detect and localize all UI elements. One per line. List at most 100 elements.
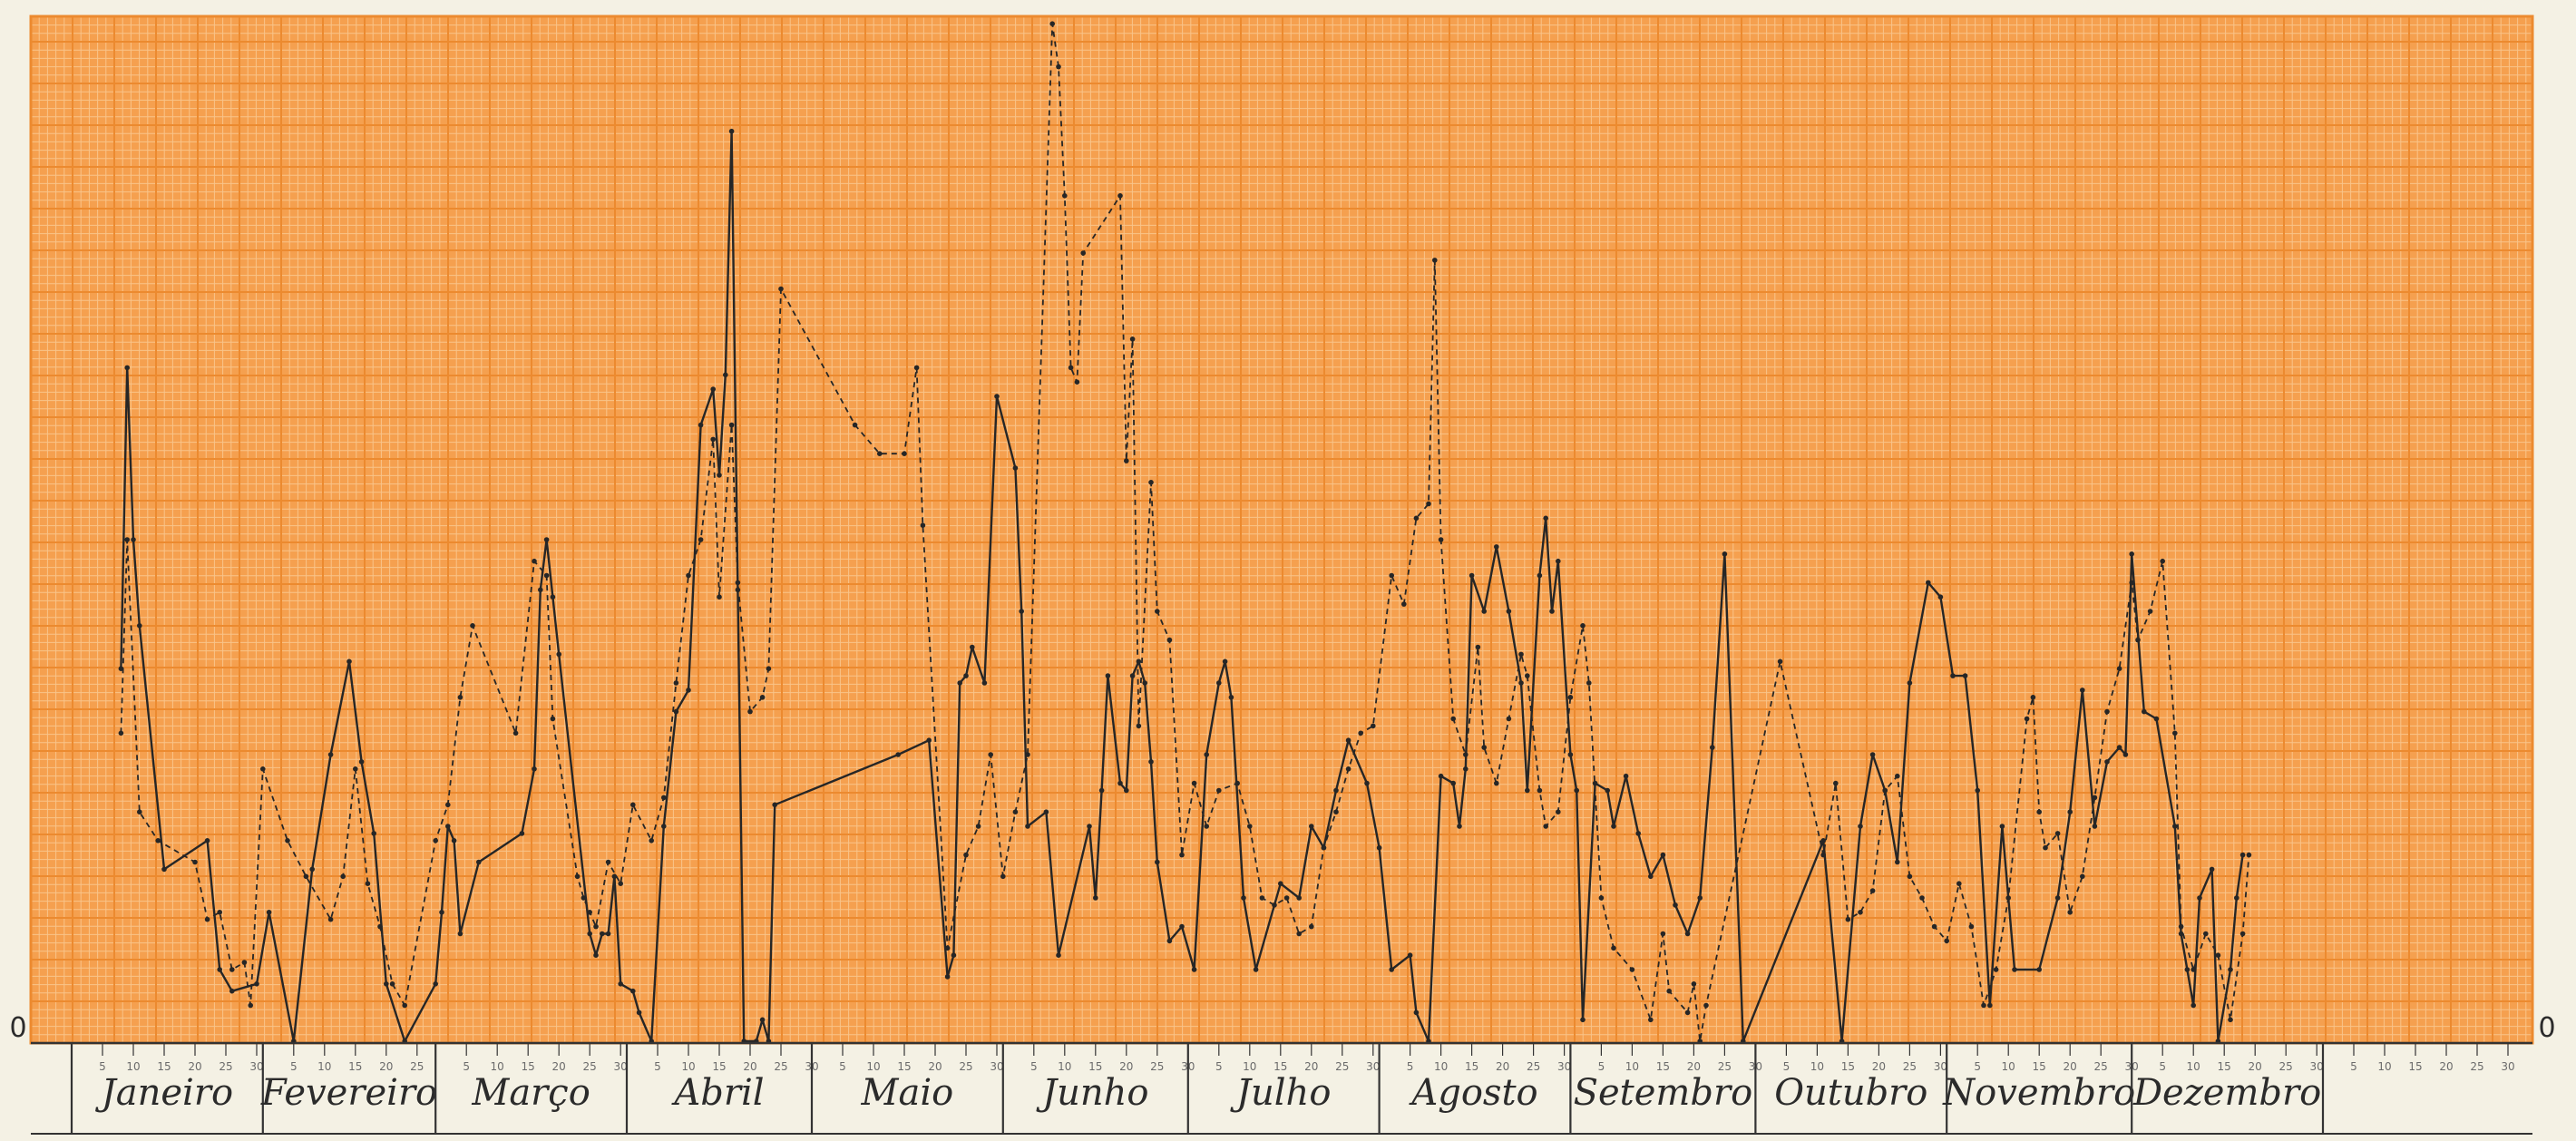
data-point-solid <box>2122 752 2129 757</box>
data-point-solid <box>698 422 704 428</box>
data-point-dashed <box>1907 873 1913 880</box>
data-point-dashed <box>285 838 290 844</box>
data-point-solid <box>1253 967 1259 972</box>
day-tick-label: 25 <box>1718 1060 1732 1073</box>
data-point-dashed <box>2129 580 2134 586</box>
data-point-dashed <box>1296 931 1302 937</box>
data-point-dashed <box>630 802 636 808</box>
data-point-solid <box>1376 844 1382 851</box>
data-point-solid <box>519 831 525 836</box>
data-point-dashed <box>1234 780 1240 786</box>
data-point-solid <box>1056 952 1061 958</box>
data-point-solid <box>2184 967 2191 972</box>
day-tick-label: 5 <box>1407 1060 1414 1073</box>
day-tick-label: 5 <box>839 1060 846 1073</box>
data-point-dashed <box>2147 609 2153 614</box>
data-point-dashed <box>137 809 142 814</box>
day-tick-label: 5 <box>1215 1060 1223 1073</box>
data-point-dashed <box>913 365 920 371</box>
data-point-solid <box>1463 766 1469 772</box>
data-point-solid <box>1117 780 1123 786</box>
data-point-dashed <box>1333 809 1339 814</box>
data-point-dashed <box>2178 923 2184 930</box>
data-point-dashed <box>2116 666 2122 671</box>
data-point-dashed <box>550 716 556 722</box>
data-point-solid <box>1204 752 1209 757</box>
data-point-solid <box>1518 680 1524 686</box>
data-point-solid <box>1093 895 1098 901</box>
data-point-solid <box>2178 931 2184 937</box>
data-point-dashed <box>661 795 667 801</box>
data-point-solid <box>451 838 457 844</box>
data-point-dashed <box>698 537 704 542</box>
data-point-dashed <box>543 572 550 579</box>
data-point-solid <box>476 859 482 865</box>
data-point-solid <box>1142 680 1147 686</box>
data-point-dashed <box>1259 895 1265 901</box>
data-point-solid <box>618 981 623 987</box>
data-point-solid <box>895 752 901 757</box>
data-point-dashed <box>1080 250 1086 256</box>
data-point-dashed <box>470 623 475 629</box>
data-point-dashed <box>512 730 519 736</box>
data-point-dashed <box>1666 988 1672 994</box>
data-point-solid <box>2116 745 2122 750</box>
data-point-solid <box>1025 824 1030 829</box>
data-point-dashed <box>1481 745 1487 750</box>
data-point-dashed <box>1432 258 1438 263</box>
day-tick-label: 5 <box>1030 1060 1038 1073</box>
data-point-dashed <box>1543 824 1548 829</box>
data-point-dashed <box>248 1002 254 1009</box>
data-point-solid <box>217 967 222 972</box>
data-point-dashed <box>2067 910 2073 915</box>
data-point-solid <box>1019 609 1024 614</box>
data-point-solid <box>1012 465 1019 471</box>
data-point-solid <box>957 680 962 686</box>
data-point-solid <box>1605 787 1610 794</box>
data-point-dashed <box>457 695 463 700</box>
data-point-solid <box>532 766 537 772</box>
data-point-dashed <box>778 286 784 292</box>
data-point-solid <box>1722 551 1728 557</box>
data-point-solid <box>1296 895 1302 901</box>
day-tick-label: 15 <box>2033 1060 2046 1073</box>
data-point-solid <box>371 831 377 836</box>
data-point-dashed <box>1525 673 1530 678</box>
data-point-dashed <box>445 802 451 808</box>
day-tick-label: 25 <box>1903 1060 1917 1073</box>
data-point-solid <box>1592 780 1598 786</box>
data-point-dashed <box>728 422 735 428</box>
data-point-dashed <box>1629 967 1635 972</box>
data-point-solid <box>1907 680 1913 686</box>
data-point-dashed <box>1858 910 1863 915</box>
data-point-solid <box>636 1009 642 1016</box>
data-point-solid <box>1937 594 1944 600</box>
data-point-solid <box>2129 551 2134 557</box>
data-point-solid <box>1537 572 1543 579</box>
data-point-solid <box>2054 895 2061 901</box>
data-point-dashed <box>1820 852 1826 858</box>
data-point-dashed <box>1426 501 1431 507</box>
data-point-dashed <box>2203 931 2209 937</box>
day-tick-label: 5 <box>99 1060 106 1073</box>
data-point-dashed <box>1389 572 1394 579</box>
data-point-solid <box>970 644 975 650</box>
data-point-dashed <box>192 859 198 865</box>
day-tick-label: 15 <box>1465 1060 1478 1073</box>
data-point-solid <box>1962 673 1968 678</box>
data-point-dashed <box>1136 723 1142 729</box>
data-point-solid <box>1333 787 1339 794</box>
month-label: Fevereiro <box>260 1072 437 1114</box>
day-tick-label: 25 <box>583 1060 597 1073</box>
data-point-solid <box>543 537 550 542</box>
data-point-dashed <box>581 895 587 901</box>
data-point-dashed <box>1494 780 1499 786</box>
day-tick-label: 25 <box>2279 1060 2293 1073</box>
day-tick-label: 25 <box>219 1060 232 1073</box>
data-point-dashed <box>2160 558 2165 564</box>
data-point-solid <box>723 372 728 378</box>
data-point-solid <box>1895 859 1900 865</box>
data-point-solid <box>2228 967 2233 972</box>
day-tick-label: 20 <box>2064 1060 2077 1073</box>
data-point-dashed <box>735 580 741 586</box>
